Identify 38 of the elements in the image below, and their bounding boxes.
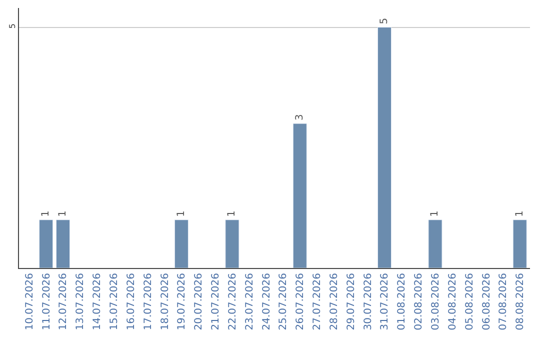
x-tick-label: 24.07.2026 [261,273,272,330]
x-tick-label: 06.08.2026 [481,273,492,330]
x-tick-label: 26.07.2026 [295,273,306,330]
x-tick-label: 19.07.2026 [176,273,188,330]
x-tick-label: 02.08.2026 [414,273,425,330]
x-tick-label: 03.08.2026 [430,273,442,330]
x-tick-label: 05.08.2026 [464,273,476,330]
x-tick-label: 04.08.2026 [447,273,458,330]
x-tick-label: 27.07.2026 [312,273,324,330]
x-tick-label: 18.07.2026 [160,273,171,330]
x-tick-label: 30.07.2026 [362,273,374,330]
x-tick-label: 08.08.2026 [515,273,526,330]
x-tick-label: 12.07.2026 [58,273,70,330]
x-tick-label: 28.07.2026 [328,273,340,330]
data-label: 1 [40,210,52,217]
data-label: 5 [378,18,390,24]
data-label: 3 [294,114,306,121]
x-tick-label: 13.07.2026 [75,273,86,330]
x-tick-label: 23.07.2026 [244,273,256,330]
x-tick-label: 20.07.2026 [194,273,205,330]
x-tick-label: 15.07.2026 [109,273,120,330]
x-tick-label: 21.07.2026 [210,273,222,330]
x-tick-label: 29.07.2026 [346,273,357,330]
x-tick-label: 25.07.2026 [278,273,290,330]
x-tick-label: 14.07.2026 [92,273,104,330]
x-tick-label: 01.08.2026 [396,273,408,330]
data-label: 1 [514,210,526,217]
x-tick-label: 11.07.2026 [41,273,52,330]
x-tick-label: 31.07.2026 [380,273,391,330]
x-tick-label: 22.07.2026 [227,273,238,330]
data-label: 1 [226,210,238,217]
x-tick-label: 10.07.2026 [24,273,36,330]
data-label: 1 [57,210,68,217]
x-tick-label: 07.08.2026 [498,273,510,330]
x-tick-label: 17.07.2026 [142,273,154,330]
data-label: 1 [430,210,441,217]
data-label: 1 [176,210,187,217]
x-tick-label: 16.07.2026 [126,273,137,330]
